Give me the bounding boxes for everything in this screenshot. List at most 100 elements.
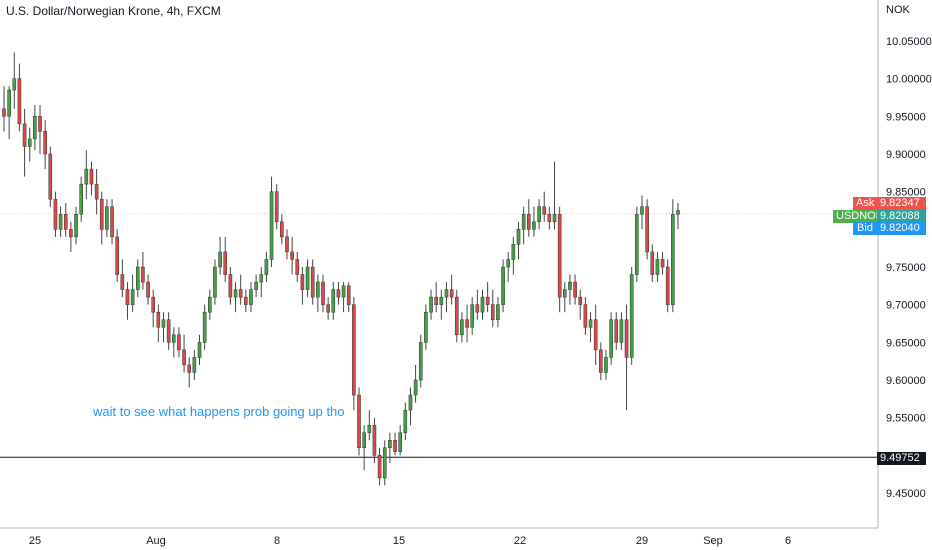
ask-price: 9.82347 (877, 197, 926, 210)
candle-body (326, 304, 330, 313)
candle-body (619, 319, 624, 343)
candle-body (501, 266, 505, 305)
candle-body (33, 116, 37, 140)
candle-body (583, 304, 588, 328)
ask-label: Ask (853, 197, 877, 210)
candle-body (393, 440, 397, 452)
candle-body (233, 289, 238, 298)
candle-body (290, 251, 294, 260)
candle-body (321, 281, 325, 305)
candle-body (563, 289, 567, 298)
candle-body (665, 266, 670, 305)
candle-body (310, 266, 315, 298)
candle-body (552, 214, 557, 223)
candle-body (480, 296, 485, 313)
x-tick-label: 15 (393, 535, 405, 547)
candle-body (300, 274, 305, 290)
candle-body (228, 274, 233, 298)
y-tick-label: 9.90000 (886, 149, 926, 161)
candle-body (151, 296, 155, 313)
candle-body (599, 349, 603, 373)
candle-body (336, 289, 341, 298)
candle-body (439, 296, 444, 305)
candle-body (161, 319, 166, 328)
candle-body (89, 168, 94, 185)
candle-body (470, 304, 474, 328)
x-tick-label: 25 (29, 535, 41, 547)
candle-body (331, 289, 336, 313)
candle-body (454, 296, 459, 336)
candle-body (578, 296, 583, 305)
candle-body (84, 168, 89, 185)
y-tick-label: 9.75000 (886, 262, 926, 274)
candle-body (660, 259, 665, 268)
x-tick-label: Sep (703, 535, 723, 547)
candle-body (7, 89, 11, 117)
bid-label: Bid (853, 222, 877, 235)
candle-body (542, 206, 547, 215)
candle-body (105, 206, 109, 230)
candle-body (305, 266, 310, 290)
candle-body (244, 296, 248, 305)
candle-body (115, 236, 119, 275)
candle-body (22, 123, 27, 147)
candle-body (166, 319, 171, 343)
x-tick-label: Aug (146, 535, 166, 547)
candle-body (120, 274, 125, 290)
y-tick-label: 9.85000 (886, 187, 926, 199)
candle-body (398, 432, 402, 452)
candle-body (588, 319, 593, 328)
candle-body (295, 259, 300, 275)
candle-body (43, 131, 47, 155)
candle-body (171, 334, 176, 343)
candle-body (475, 304, 480, 313)
candle-body (94, 183, 99, 200)
symbol-label: USDNOK (833, 210, 883, 223)
candle-body (146, 281, 150, 298)
candle-body (74, 214, 78, 238)
candle-body (460, 319, 464, 336)
annotation-text: wait to see what happens prob going up t… (93, 404, 345, 419)
candle-body (202, 311, 207, 343)
candle-body (490, 304, 495, 320)
candle-body (223, 251, 228, 275)
candle-body (269, 191, 274, 260)
candle-body (635, 214, 639, 275)
candle-body (110, 206, 114, 238)
candle-body (99, 198, 104, 230)
candle-body (208, 296, 212, 313)
candle-body (640, 206, 644, 215)
candle-body (2, 108, 6, 117)
candle-body (532, 221, 536, 230)
candle-body (280, 221, 284, 238)
candle-body (650, 251, 655, 275)
candle-body (285, 236, 289, 253)
y-tick-label: 9.55000 (886, 413, 926, 425)
candle-body (372, 424, 377, 456)
currency-label: NOK (886, 4, 910, 16)
candle-body (418, 342, 423, 381)
candle-body (465, 319, 469, 328)
y-tick-label: 9.65000 (886, 337, 926, 349)
candle-body (573, 281, 577, 298)
candle-body (408, 394, 413, 411)
candle-body (645, 206, 649, 253)
candle-body (444, 289, 449, 298)
candle-body (382, 447, 387, 479)
candle-body (182, 349, 186, 366)
candle-body (557, 214, 562, 298)
candle-body (27, 138, 32, 147)
candle-body (377, 455, 382, 479)
candle-body (527, 214, 531, 230)
candle-body (506, 259, 511, 268)
candle-body (449, 289, 454, 298)
candle-body (63, 214, 68, 230)
candle-body (362, 432, 366, 449)
candle-body (69, 229, 73, 238)
candle-body (655, 259, 660, 275)
x-tick-label: 6 (785, 535, 791, 547)
candle-body (671, 214, 675, 305)
candle-body (352, 304, 356, 396)
candle-body (264, 259, 269, 275)
candle-body (259, 274, 264, 283)
